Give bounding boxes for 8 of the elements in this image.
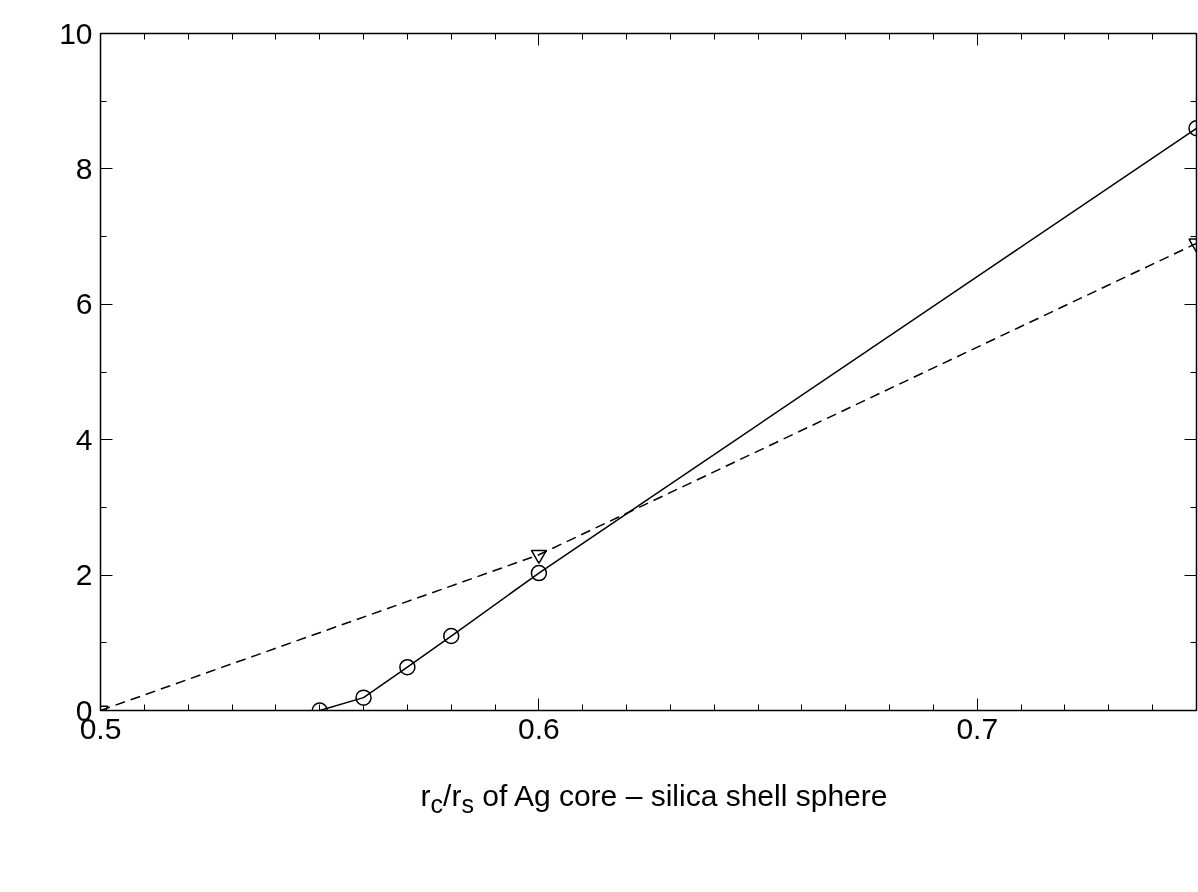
y-tick-label: 2 — [75, 558, 93, 592]
y-tick-label: 10 — [59, 16, 93, 50]
y-tick-label: 4 — [75, 422, 93, 456]
x-tick-label: 0.6 — [518, 711, 560, 745]
y-tick-label: 6 — [75, 287, 93, 321]
y-tick-label: 8 — [75, 151, 93, 185]
x-axis-title: r$_{c}$/r$_{s}$ of Ag core – silica shell sphere — [420, 778, 888, 820]
x-tick-label: 0.7 — [956, 711, 999, 745]
